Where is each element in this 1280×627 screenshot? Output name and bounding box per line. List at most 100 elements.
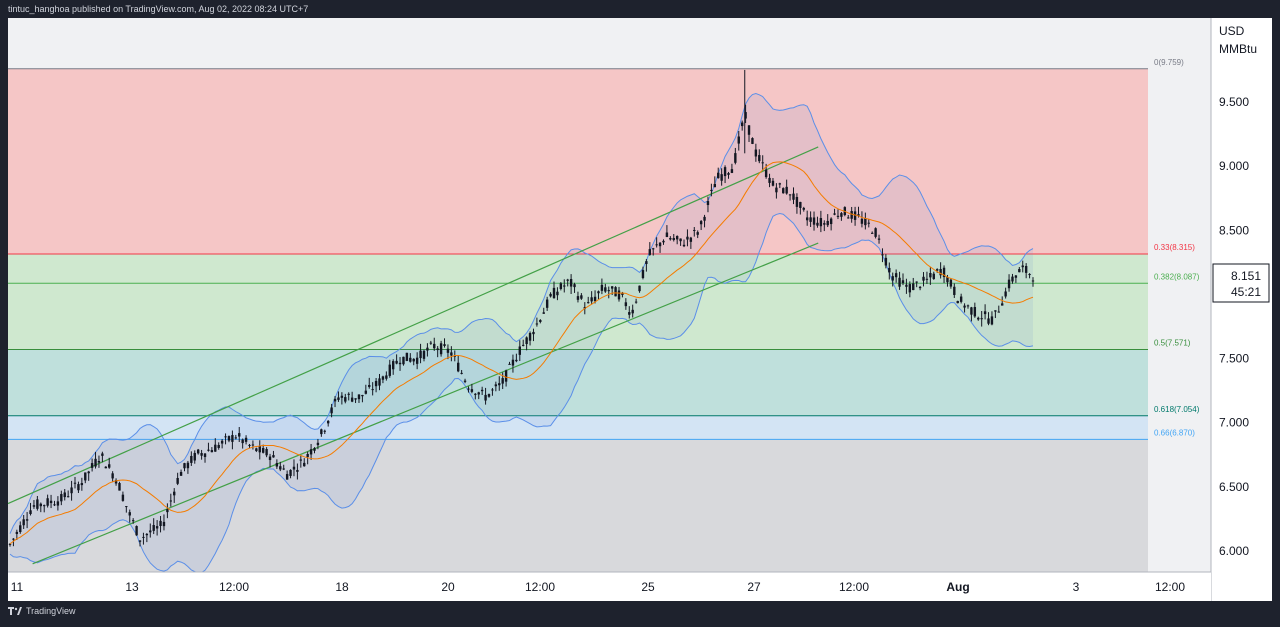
candle-body: [593, 296, 597, 302]
fib-zone: [8, 439, 1148, 572]
last-price: 8.151: [1231, 269, 1261, 283]
candle-body: [25, 519, 29, 521]
candle-body: [963, 305, 966, 308]
fib-zone: [8, 254, 1148, 284]
candle-body: [70, 487, 73, 494]
candle-body: [285, 474, 289, 480]
fib-label: 0.5(7.571): [1154, 338, 1191, 347]
candle-body: [631, 309, 634, 314]
publish-info: tintuc_hanghoa published on TradingView.…: [8, 4, 309, 14]
candle-body: [313, 448, 316, 451]
candle-body: [597, 291, 600, 294]
fib-zone: [8, 68, 1148, 255]
price-tick: 7.000: [1219, 416, 1249, 430]
candle-body: [508, 363, 511, 365]
candle-body: [39, 503, 42, 507]
candle-body: [939, 268, 942, 276]
candle-body: [747, 125, 751, 135]
candle-body: [788, 194, 792, 196]
candle-body: [275, 463, 279, 467]
candle-body: [159, 520, 162, 526]
candle-body: [829, 218, 833, 225]
candle-body: [518, 346, 521, 355]
candle-body: [446, 348, 450, 353]
candle-body: [744, 112, 747, 119]
candle-body: [36, 499, 39, 509]
candle-body: [97, 461, 101, 463]
time-tick: 11: [11, 580, 24, 594]
candle-body: [563, 285, 566, 287]
countdown: 45:21: [1231, 285, 1261, 299]
candle-body: [1021, 265, 1024, 268]
candle-body: [936, 269, 939, 271]
candle-body: [344, 397, 347, 402]
channel-upper: [8, 146, 819, 505]
candle-body: [576, 296, 580, 300]
candle-body: [152, 525, 155, 531]
time-tick: 12:00: [1155, 580, 1185, 594]
candle-body: [176, 477, 179, 484]
tradingview-logo-icon: [8, 607, 22, 615]
candle-body: [840, 213, 843, 217]
candle-body: [244, 437, 248, 442]
time-tick: 12:00: [525, 580, 555, 594]
candle-body: [114, 480, 118, 484]
candle-body: [214, 444, 217, 452]
candle-body: [604, 287, 607, 292]
chart-frame[interactable]: 0(9.759) 0.33(8.315) 0.382(8.087) 0.5(7.571…: [8, 18, 1272, 601]
candle-body: [799, 201, 802, 208]
candle-body: [303, 462, 306, 467]
price-chart[interactable]: 0(9.759) 0.33(8.315) 0.382(8.087) 0.5(7.571…: [8, 18, 1272, 601]
candle-body: [166, 509, 169, 513]
candle-body: [426, 347, 429, 351]
candle-body: [193, 452, 196, 461]
candle-body: [812, 217, 816, 225]
candle-body: [645, 261, 648, 265]
candle-body: [655, 244, 658, 246]
candle-body: [768, 177, 771, 183]
candle-body: [912, 283, 915, 291]
candle-body: [231, 435, 234, 442]
candle-body: [894, 273, 898, 278]
candle-body: [638, 285, 641, 292]
price-axis-panel[interactable]: [1211, 18, 1272, 601]
candle-body: [624, 302, 628, 307]
candle-body: [60, 494, 63, 502]
candle-body: [535, 323, 539, 325]
candle-body: [922, 276, 925, 281]
candle-body: [8, 543, 12, 545]
fib-label: 0.66(6.870): [1154, 428, 1195, 437]
candle-body: [816, 222, 819, 226]
moving-average: [9, 161, 1034, 545]
candle-body: [870, 232, 874, 234]
candle-body: [703, 216, 706, 221]
candle-body: [391, 361, 395, 370]
candle-body: [412, 358, 415, 362]
candle-body: [258, 446, 261, 453]
candle-body: [682, 244, 686, 247]
candle-body: [457, 362, 460, 372]
time-axis-panel[interactable]: [8, 572, 1211, 601]
fib-label: 0.382(8.087): [1154, 272, 1200, 281]
candle-body: [470, 389, 474, 392]
candle-body: [621, 292, 624, 295]
footer-brand: TradingView: [26, 606, 76, 616]
candle-body: [699, 221, 703, 225]
candle-body: [610, 286, 614, 289]
candle-body: [415, 357, 419, 364]
candle-body: [227, 436, 231, 441]
candle-body: [94, 458, 97, 467]
candle-body: [785, 186, 788, 194]
candle-body: [905, 284, 908, 287]
candle-body: [234, 437, 238, 439]
candle-body: [587, 302, 590, 304]
price-tick: 7.500: [1219, 352, 1249, 366]
candle-body: [80, 483, 84, 486]
candle-body: [484, 394, 487, 401]
bollinger-upper: [9, 92, 1034, 534]
candle-body: [662, 240, 665, 243]
candle-body: [289, 469, 292, 476]
candle-body: [398, 362, 402, 365]
candle-body: [251, 444, 255, 446]
candle-body: [734, 153, 737, 163]
